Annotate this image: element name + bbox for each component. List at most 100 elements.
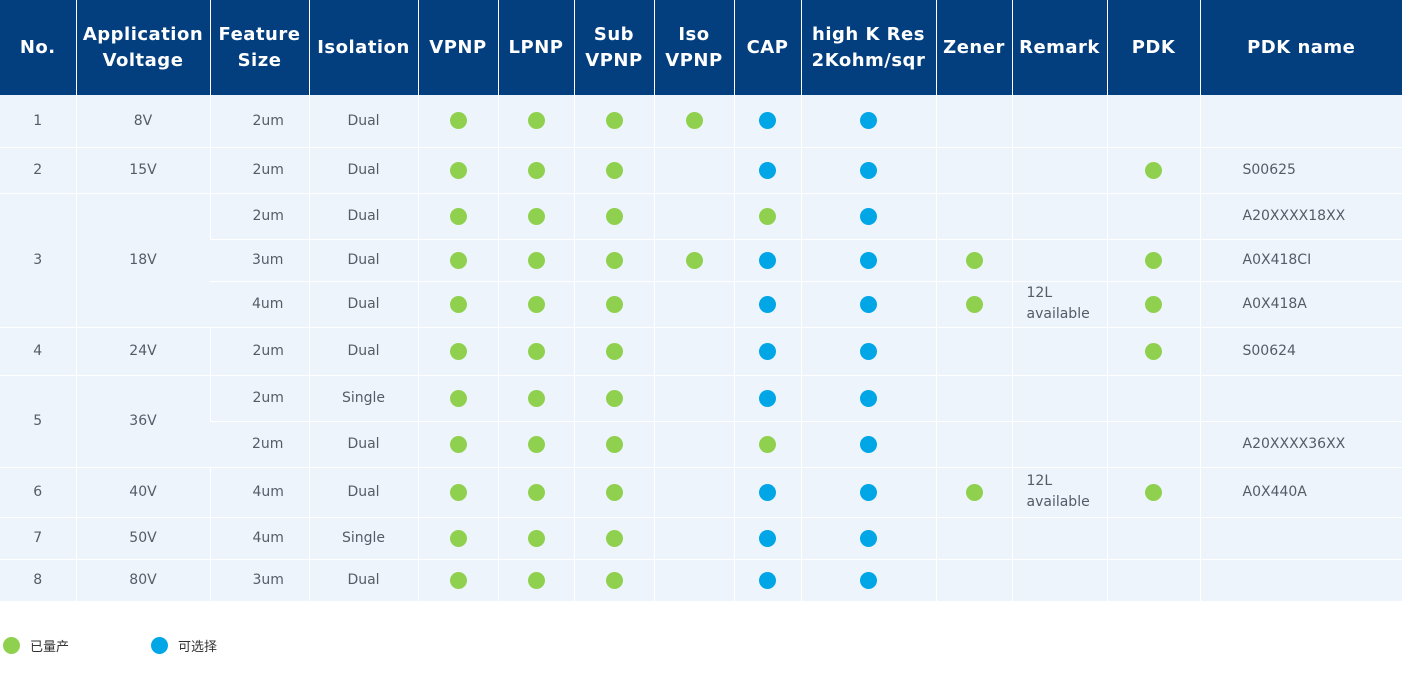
green-dot-icon [1145,161,1162,179]
cell-isolation: Dual [308,421,418,468]
header-zener: Zener [935,0,1012,95]
cell-lpnp [497,239,574,282]
cell-high-k-res [800,559,936,602]
green-dot-icon [449,571,467,589]
cell-iso-vpnp [653,421,734,468]
green-dot-icon [965,483,983,501]
cell-pdk [1106,147,1200,194]
cell-feature-size: 3um [209,559,309,602]
cell-zener [935,95,1012,148]
cell-feature-size: 2um [209,327,309,376]
cell-no-text: 8 [33,572,43,588]
cell-cap [733,281,801,328]
green-dot-icon [605,161,623,179]
cell-isolation-text: Dual [347,296,380,312]
header-high-k-res: high K Res 2Kohm/sqr [800,0,936,95]
cell-sub-vpnp [573,281,654,328]
cell-pdk-name-text: A20XXXX18XX [1242,208,1346,224]
blue-dot-icon [860,251,877,269]
cell-cap [733,559,801,602]
cell-feature-size-text: 2um [252,162,284,178]
cell-feature-size: 4um [209,517,309,560]
green-dot-icon [605,529,623,547]
cell-pdk [1106,375,1200,422]
green-dot-icon [449,112,467,130]
table-row: 3um Dual A0X418CI [0,239,1402,282]
cell-pdk [1106,467,1200,518]
cell-pdk-name [1199,375,1402,422]
cell-no-text: 6 [33,484,43,500]
cell-lpnp [497,193,574,240]
table-row: 4 24V 2um Dual S00624 [0,327,1402,376]
header-lpnp: LPNP [497,0,574,95]
cell-high-k-res [800,193,936,240]
cell-isolation-text: Dual [347,252,380,268]
blue-dot-icon [759,161,776,179]
green-dot-icon [449,435,467,453]
cell-vpnp [417,327,498,376]
cell-sub-vpnp [573,95,654,148]
cell-pdk-name-text: A0X418A [1242,296,1307,312]
cell-pdk-name-text: A20XXXX36XX [1242,436,1346,452]
header-vpnp: VPNP [417,0,498,95]
cell-zener [935,467,1012,518]
cell-no: 3 [0,193,76,328]
table-row: 7 50V 4um Single [0,517,1402,560]
cell-sub-vpnp [573,559,654,602]
table-row: 5 36V 2um Single [0,375,1402,468]
cell-isolation-text: Dual [347,208,380,224]
cell-sub-vpnp [573,467,654,518]
cell-iso-vpnp [653,147,734,194]
cell-iso-vpnp [653,193,734,240]
cell-pdk-name: S00624 [1199,327,1402,376]
cell-vpnp [417,281,498,328]
cell-voltage-text: 40V [129,484,157,500]
cell-vpnp [417,193,498,240]
cell-feature-size-text: 3um [252,252,284,268]
cell-isolation: Dual [308,239,418,282]
cell-remark [1011,193,1107,240]
blue-dot-icon [860,342,877,360]
green-dot-icon [605,435,623,453]
remark-line: available [1026,306,1090,322]
cell-cap [733,239,801,282]
blue-dot-icon [759,571,776,589]
cell-pdk-name [1199,95,1402,148]
green-dot-icon [527,207,545,225]
cell-feature-size-text: 2um [252,390,284,406]
cell-iso-vpnp [653,327,734,376]
cell-zener [935,517,1012,560]
green-dot-icon [3,636,20,654]
table-row: 2um Dual A20XXXX36XX [0,421,1402,468]
cell-vpnp [417,239,498,282]
table-row: 8 80V 3um Dual [0,559,1402,602]
blue-dot-icon [759,112,776,130]
cell-pdk-name: A0X440A [1199,467,1402,518]
cell-iso-vpnp [653,467,734,518]
cell-pdk-name-text: A0X440A [1242,484,1307,500]
green-dot-icon [449,295,467,313]
green-dot-icon [527,342,545,360]
green-dot-icon [605,207,623,225]
cell-pdk [1106,327,1200,376]
cell-zener [935,375,1012,422]
cell-remark [1011,327,1107,376]
cell-no-text: 1 [33,112,43,129]
cell-sub-vpnp [573,193,654,240]
cell-isolation: Dual [308,281,418,328]
cell-remark [1011,147,1107,194]
green-dot-icon [605,112,623,130]
cell-feature-size: 2um [209,147,309,194]
cell-pdk [1106,239,1200,282]
cell-high-k-res [800,95,936,148]
cell-high-k-res [800,421,936,468]
cell-no-text: 2 [33,162,43,178]
cell-voltage-text: 15V [129,162,157,178]
header-isolation: Isolation [308,0,418,95]
cell-feature-size: 2um [209,95,309,148]
cell-zener [935,147,1012,194]
cell-lpnp [497,375,574,422]
cell-zener [935,239,1012,282]
green-dot-icon [527,483,545,501]
cell-sub-vpnp [573,327,654,376]
